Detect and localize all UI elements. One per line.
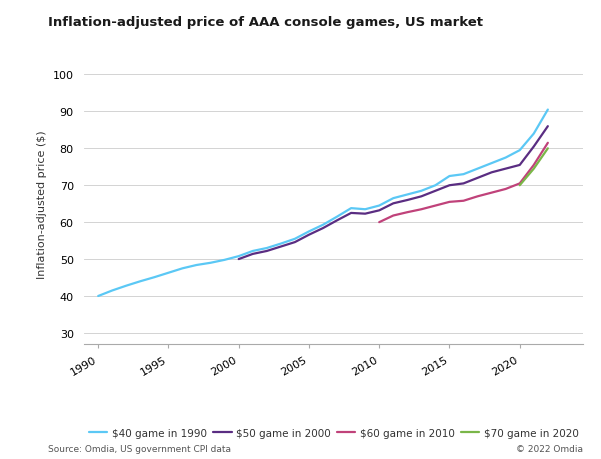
$50 game in 2000 bbox=[334, 218, 341, 224]
$60 game in 2010 bbox=[545, 141, 552, 146]
$40 game in 1990 bbox=[516, 148, 523, 154]
$50 game in 2000 bbox=[488, 170, 495, 176]
$50 game in 2000 bbox=[502, 167, 509, 172]
$40 game in 1990 bbox=[291, 236, 299, 242]
$40 game in 1990 bbox=[376, 203, 383, 209]
Text: © 2022 Omdia: © 2022 Omdia bbox=[516, 444, 583, 453]
$60 game in 2010 bbox=[474, 194, 481, 200]
$50 game in 2000 bbox=[474, 176, 481, 181]
Y-axis label: Inflation-adjusted price ($): Inflation-adjusted price ($) bbox=[37, 130, 47, 279]
Legend: $40 game in 1990, $50 game in 2000, $60 game in 2010, $70 game in 2020: $40 game in 1990, $50 game in 2000, $60 … bbox=[88, 428, 579, 438]
$40 game in 1990 bbox=[362, 207, 369, 213]
$50 game in 2000 bbox=[446, 183, 453, 189]
$40 game in 1990 bbox=[94, 294, 102, 299]
$40 game in 1990 bbox=[418, 189, 425, 194]
$40 game in 1990 bbox=[474, 167, 481, 172]
$60 game in 2010 bbox=[418, 207, 425, 213]
Line: $50 game in 2000: $50 game in 2000 bbox=[239, 127, 548, 259]
$40 game in 1990 bbox=[432, 183, 439, 189]
$50 game in 2000 bbox=[319, 226, 326, 231]
$50 game in 2000 bbox=[418, 194, 425, 200]
$40 game in 1990 bbox=[545, 107, 552, 113]
$40 game in 1990 bbox=[460, 172, 467, 178]
$60 game in 2010 bbox=[376, 220, 383, 225]
$40 game in 1990 bbox=[488, 161, 495, 167]
$50 game in 2000 bbox=[291, 240, 299, 245]
$50 game in 2000 bbox=[347, 211, 355, 216]
$40 game in 1990 bbox=[389, 196, 397, 202]
$60 game in 2010 bbox=[432, 203, 439, 209]
$40 game in 1990 bbox=[277, 241, 284, 247]
$50 game in 2000 bbox=[376, 208, 383, 213]
$50 game in 2000 bbox=[362, 212, 369, 217]
$40 game in 1990 bbox=[263, 246, 270, 251]
$50 game in 2000 bbox=[263, 249, 270, 254]
$50 game in 2000 bbox=[277, 244, 284, 250]
$40 game in 1990 bbox=[123, 283, 130, 289]
$40 game in 1990 bbox=[235, 254, 242, 259]
$50 game in 2000 bbox=[389, 201, 397, 207]
$60 game in 2010 bbox=[389, 213, 397, 219]
$40 game in 1990 bbox=[404, 192, 411, 198]
$50 game in 2000 bbox=[460, 181, 467, 187]
$70 game in 2020 bbox=[545, 146, 552, 152]
$40 game in 1990 bbox=[502, 156, 509, 161]
$40 game in 1990 bbox=[193, 263, 200, 268]
$50 game in 2000 bbox=[249, 252, 257, 257]
$40 game in 1990 bbox=[334, 214, 341, 220]
$70 game in 2020 bbox=[516, 183, 523, 189]
Text: Inflation-adjusted price of AAA console games, US market: Inflation-adjusted price of AAA console … bbox=[48, 16, 483, 29]
$40 game in 1990 bbox=[305, 229, 313, 235]
$40 game in 1990 bbox=[446, 174, 453, 179]
$40 game in 1990 bbox=[151, 275, 158, 280]
$50 game in 2000 bbox=[545, 124, 552, 129]
$50 game in 2000 bbox=[516, 163, 523, 168]
$50 game in 2000 bbox=[404, 198, 411, 203]
$50 game in 2000 bbox=[235, 257, 242, 262]
$60 game in 2010 bbox=[516, 181, 523, 187]
$60 game in 2010 bbox=[502, 187, 509, 192]
$40 game in 1990 bbox=[319, 223, 326, 228]
$50 game in 2000 bbox=[530, 145, 537, 150]
$40 game in 1990 bbox=[179, 266, 186, 271]
Text: Source: Omdia, US government CPI data: Source: Omdia, US government CPI data bbox=[48, 444, 231, 453]
$50 game in 2000 bbox=[305, 232, 313, 238]
$40 game in 1990 bbox=[207, 260, 214, 266]
$40 game in 1990 bbox=[347, 206, 355, 212]
$60 game in 2010 bbox=[460, 199, 467, 204]
$60 game in 2010 bbox=[404, 210, 411, 215]
$60 game in 2010 bbox=[530, 163, 537, 168]
$70 game in 2020 bbox=[530, 167, 537, 172]
$50 game in 2000 bbox=[432, 189, 439, 194]
Line: $40 game in 1990: $40 game in 1990 bbox=[98, 110, 548, 297]
$60 game in 2010 bbox=[446, 200, 453, 205]
Line: $70 game in 2020: $70 game in 2020 bbox=[520, 149, 548, 186]
Line: $60 game in 2010: $60 game in 2010 bbox=[379, 144, 548, 223]
$40 game in 1990 bbox=[137, 279, 144, 285]
$60 game in 2010 bbox=[488, 190, 495, 196]
$40 game in 1990 bbox=[109, 288, 116, 294]
$40 game in 1990 bbox=[221, 257, 228, 263]
$40 game in 1990 bbox=[530, 131, 537, 137]
$40 game in 1990 bbox=[165, 270, 172, 276]
$40 game in 1990 bbox=[249, 249, 257, 254]
